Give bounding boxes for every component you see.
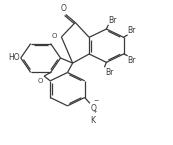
Text: +: + bbox=[93, 109, 97, 114]
Text: O: O bbox=[91, 104, 97, 113]
Text: HO: HO bbox=[8, 54, 20, 62]
Text: O: O bbox=[61, 4, 67, 13]
Text: Br: Br bbox=[127, 26, 135, 35]
Text: O: O bbox=[52, 33, 57, 39]
Text: Br: Br bbox=[108, 16, 116, 25]
Text: Br: Br bbox=[106, 68, 114, 77]
Text: K: K bbox=[90, 116, 95, 125]
Text: Br: Br bbox=[127, 56, 135, 65]
Text: O: O bbox=[38, 78, 43, 84]
Text: −: − bbox=[93, 97, 98, 102]
